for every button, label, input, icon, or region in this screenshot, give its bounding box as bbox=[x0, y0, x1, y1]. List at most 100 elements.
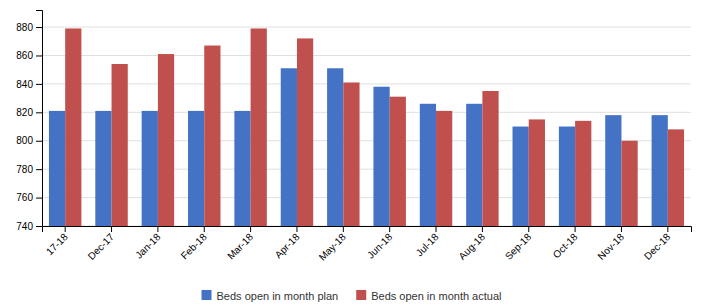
grid-line bbox=[42, 140, 691, 141]
bar bbox=[142, 111, 158, 226]
x-tick-mark bbox=[389, 226, 390, 232]
bar bbox=[297, 38, 313, 226]
bar bbox=[652, 115, 668, 226]
x-tick-mark bbox=[436, 226, 437, 232]
bar bbox=[621, 141, 637, 226]
grid bbox=[42, 27, 691, 226]
y-tick: 820 bbox=[16, 107, 42, 118]
legend-swatch bbox=[202, 290, 212, 300]
y-tick-label: 840 bbox=[16, 79, 33, 90]
x-tick-label: Nov-18 bbox=[595, 231, 626, 262]
x-tick-mark bbox=[575, 226, 576, 232]
x-tick-mark bbox=[157, 226, 158, 232]
bar bbox=[513, 127, 529, 226]
x-tick-label: 17-18 bbox=[44, 231, 70, 257]
x-tick-mark bbox=[250, 226, 251, 232]
bar bbox=[436, 111, 452, 226]
y-tick-label: 740 bbox=[16, 221, 33, 232]
bars bbox=[49, 28, 684, 226]
x-tick-mark bbox=[482, 226, 483, 232]
y-tick-mark bbox=[36, 112, 42, 113]
x-tick-label: Mar-18 bbox=[225, 231, 255, 261]
x-tick: Oct-18 bbox=[551, 226, 580, 260]
y-tick-mark bbox=[36, 141, 42, 142]
y-tick-label: 760 bbox=[16, 192, 33, 203]
bar bbox=[605, 115, 621, 226]
grid-line bbox=[42, 55, 691, 56]
y-tick: 780 bbox=[16, 164, 42, 175]
x-tick: Nov-18 bbox=[595, 226, 626, 262]
grid-line bbox=[42, 27, 691, 28]
y-tick: 760 bbox=[16, 192, 42, 203]
x-tick: Dec-18 bbox=[642, 226, 673, 262]
y-tick-mark bbox=[36, 84, 42, 85]
x-tick: 17-18 bbox=[44, 226, 70, 257]
bar bbox=[343, 82, 359, 226]
plot: 740 760 780 800 820 840 860 880 17-18 Dec-17 Jan-1… bbox=[16, 11, 691, 263]
bar bbox=[204, 46, 220, 226]
grid-line bbox=[42, 169, 691, 170]
bar bbox=[251, 28, 267, 226]
x-tick: Jun-18 bbox=[365, 226, 395, 261]
legend-label: Beds open in month actual bbox=[371, 290, 501, 302]
bar-series bbox=[49, 68, 668, 226]
y-tick-label: 820 bbox=[16, 107, 33, 118]
x-tick: Aug-18 bbox=[456, 226, 487, 262]
legend: Beds open in month plan Beds open in mont… bbox=[202, 290, 502, 302]
x-axis: 17-18 Dec-17 Jan-18 Feb-18 Mar-18 Apr-18 May-1… bbox=[43, 226, 692, 263]
y-tick-mark bbox=[36, 226, 42, 227]
x-tick-label: Dec-18 bbox=[642, 231, 673, 262]
grid-line bbox=[42, 112, 691, 113]
y-tick: 880 bbox=[16, 22, 42, 33]
bar bbox=[188, 111, 204, 226]
bar bbox=[234, 111, 250, 226]
x-tick: Dec-17 bbox=[86, 226, 117, 262]
legend-item: Beds open in month actual bbox=[356, 290, 501, 302]
bar-series bbox=[65, 28, 684, 226]
legend-swatch bbox=[356, 290, 366, 300]
x-tick-mark bbox=[667, 226, 668, 232]
y-tick: 740 bbox=[16, 221, 42, 232]
x-tick-mark bbox=[621, 226, 622, 232]
legend-label: Beds open in month plan bbox=[217, 290, 339, 302]
x-tick: Jul-18 bbox=[414, 226, 441, 258]
bar bbox=[482, 91, 498, 226]
x-tick-label: Jul-18 bbox=[414, 231, 441, 258]
bar bbox=[390, 97, 406, 226]
y-tick-label: 880 bbox=[16, 22, 33, 33]
y-tick: 800 bbox=[16, 135, 42, 146]
x-tick-mark bbox=[65, 226, 66, 232]
x-tick-mark bbox=[204, 226, 205, 232]
x-tick: Mar-18 bbox=[225, 226, 255, 261]
y-tick: 840 bbox=[16, 79, 42, 90]
y-tick-mark bbox=[36, 27, 42, 28]
x-tick: May-18 bbox=[317, 226, 349, 263]
x-tick-label: Sep-18 bbox=[503, 231, 534, 262]
x-tick-label: Apr-18 bbox=[273, 231, 302, 260]
x-tick: Apr-18 bbox=[273, 226, 302, 260]
chart-container: 740 760 780 800 820 840 860 880 17-18 Dec-17 Jan-1… bbox=[0, 0, 703, 308]
grid-line bbox=[42, 197, 691, 198]
bar bbox=[65, 28, 81, 226]
y-tick-mark bbox=[36, 169, 42, 170]
y-tick-label: 860 bbox=[16, 50, 33, 61]
bar bbox=[49, 111, 65, 226]
grid-line bbox=[42, 83, 691, 84]
y-tick-label: 780 bbox=[16, 164, 33, 175]
x-tick: Jan-18 bbox=[133, 226, 163, 261]
bar bbox=[420, 104, 436, 226]
chart: 740 760 780 800 820 840 860 880 17-18 Dec-17 Jan-1… bbox=[0, 0, 703, 308]
x-tick: Feb-18 bbox=[179, 226, 209, 261]
x-tick-label: Jun-18 bbox=[365, 231, 395, 261]
x-tick: Sep-18 bbox=[503, 226, 534, 262]
y-axis-line bbox=[36, 11, 43, 227]
y-tick-label: 800 bbox=[16, 135, 33, 146]
bar bbox=[281, 68, 297, 226]
x-tick-label: Aug-18 bbox=[456, 231, 487, 262]
x-axis-line bbox=[43, 227, 692, 233]
x-tick-label: Oct-18 bbox=[551, 231, 580, 260]
bar bbox=[668, 129, 684, 226]
bar bbox=[559, 127, 575, 226]
legend-item: Beds open in month plan bbox=[202, 290, 339, 302]
bar bbox=[575, 121, 591, 226]
